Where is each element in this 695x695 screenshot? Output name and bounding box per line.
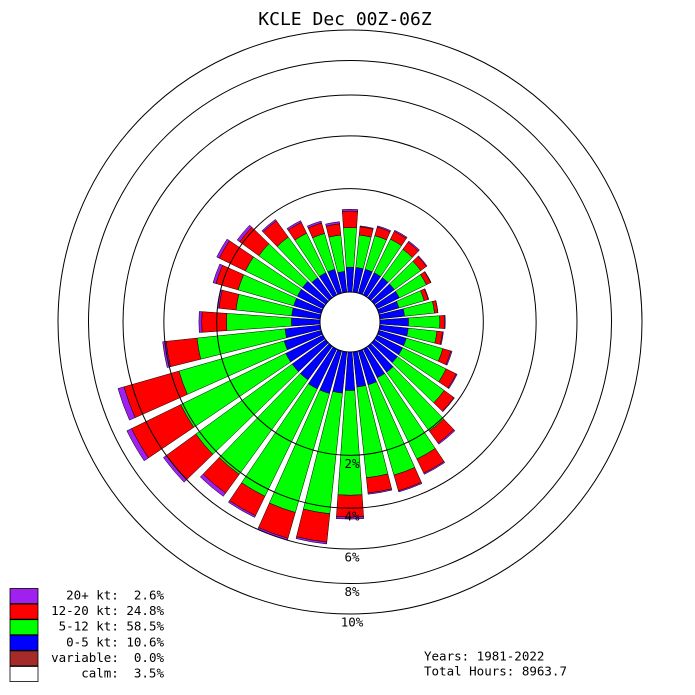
wedge [198,311,203,333]
legend-label: 20+ kt: 2.6% [66,588,164,603]
wedge [424,271,432,283]
wedge [408,315,441,329]
wedge [117,386,136,421]
wedge [335,516,365,520]
wedge [345,266,355,293]
wedge [325,221,340,227]
calm-circle [319,291,381,353]
ring-label: 6% [344,549,360,564]
legend-label: variable: 0.0% [51,650,164,665]
legend-label: 12-20 kt: 24.8% [51,603,164,618]
ring-label: 8% [344,584,360,599]
wedge [407,240,420,252]
wedge [367,488,393,495]
wedge [443,315,446,329]
legend-swatch [9,619,39,636]
wedge [216,238,230,259]
wedge [376,225,392,233]
wedge [437,429,456,445]
wedge [261,219,277,233]
footer-hours: Total Hours: 8963.7 [424,664,567,679]
footer-years: Years: 1981-2022 [424,649,544,664]
wedge [201,311,228,333]
legend-swatch [9,666,39,682]
wedge [286,220,302,231]
wedge [442,397,455,413]
wedge [212,263,223,284]
wedge [344,351,356,391]
wedge [306,220,322,229]
ring [216,188,484,456]
legend-swatch [9,634,39,651]
ring-label: 4% [344,509,360,524]
ring [163,135,537,509]
wedge [296,508,331,543]
wedge [126,428,149,462]
wedge [218,289,240,311]
wedge [445,350,453,366]
wedge [439,331,444,346]
legend-swatch [9,650,39,667]
wedge [398,482,423,493]
wedge [342,210,358,229]
legend-swatch [9,588,39,604]
wedge [228,500,256,518]
wedge [423,461,446,475]
ring-label: 10% [341,615,364,630]
wedge [424,288,430,300]
wedge [393,229,408,239]
wedge [295,536,328,545]
wedge [359,225,374,230]
wedge [199,473,226,497]
wedge [337,390,363,496]
wedge [439,315,445,329]
legend-label: 5-12 kt: 58.5% [59,619,165,634]
wedge [447,373,458,390]
wedge [291,317,321,327]
legend-label: calm: 3.5% [81,666,164,681]
legend-swatch [9,603,39,620]
legend-label: 0-5 kt: 10.6% [66,634,164,649]
ring [122,94,578,550]
chart-title: KCLE Dec 00Z-06Z [258,9,432,30]
wedge [226,313,292,331]
wedge [379,317,409,327]
ring [57,29,643,615]
wedge [236,224,253,243]
wedge [417,255,428,267]
ring [87,59,613,585]
wedge [165,337,201,368]
wedge [343,227,357,268]
wedge [341,209,359,212]
ring-label: 2% [344,456,360,471]
